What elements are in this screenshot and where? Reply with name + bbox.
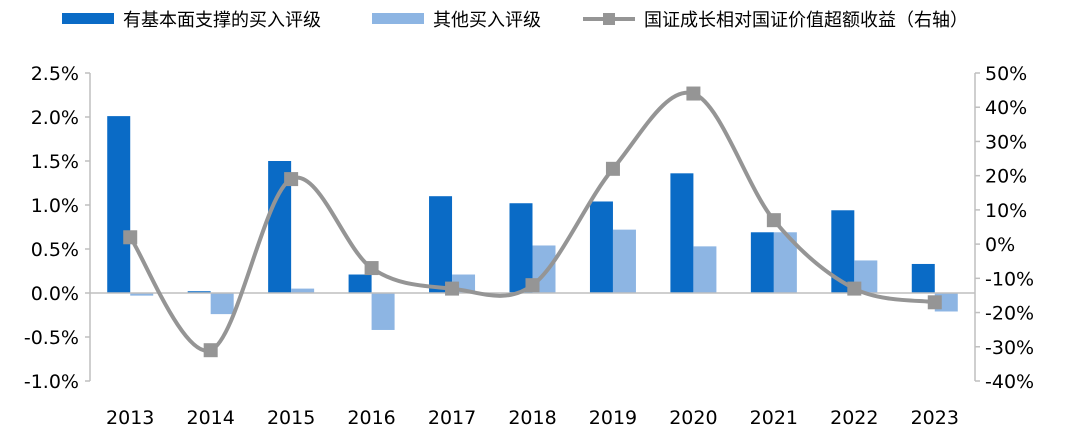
bar-other-buy-2020 (693, 246, 717, 293)
x-tick-label: 2023 (911, 407, 959, 429)
excess-return-marker-2018 (525, 278, 540, 293)
bar-fundamental-buy-2016 (348, 274, 372, 293)
x-tick-label: 2016 (347, 407, 395, 429)
bar-other-buy-2014 (210, 293, 234, 315)
legend-label-other-buy: 其他买入评级 (433, 10, 541, 31)
x-tick-label: 2014 (187, 407, 235, 429)
right-tick-label: 40% (985, 97, 1027, 119)
bar-fundamental-buy-2022 (831, 210, 855, 293)
bar-other-buy-2021 (773, 232, 797, 293)
x-tick-label: 2018 (508, 407, 556, 429)
bar-other-buy-2013 (130, 293, 154, 296)
x-tick-label: 2022 (830, 407, 878, 429)
bar-fundamental-buy-2017 (429, 196, 453, 293)
bar-fundamental-buy-2015 (268, 161, 292, 293)
left-tick-label: 1.0% (31, 195, 79, 217)
bar-fundamental-buy-2019 (589, 201, 613, 293)
right-tick-label: -10% (985, 268, 1034, 290)
excess-return-marker-2020 (686, 86, 701, 101)
excess-return-marker-2021 (766, 213, 781, 228)
excess-return-marker-2019 (605, 161, 620, 176)
excess-return-marker-2022 (847, 281, 862, 296)
bar-fundamental-buy-2013 (107, 116, 131, 294)
excess-return-marker-2014 (203, 343, 218, 358)
right-tick-label: 20% (985, 166, 1027, 188)
legend-swatch-other-buy (372, 13, 424, 24)
bar-other-buy-2019 (612, 229, 636, 293)
bar-other-buy-2016 (371, 293, 395, 330)
x-tick-label: 2017 (428, 407, 476, 429)
left-tick-label: 2.5% (31, 63, 79, 85)
excess-return-marker-2015 (284, 172, 299, 187)
left-tick-label: 1.5% (31, 151, 79, 173)
left-tick-label: 0.0% (31, 283, 79, 305)
x-tick-label: 2020 (669, 407, 717, 429)
legend-marker-excess-return (603, 13, 615, 25)
x-tick-label: 2019 (589, 407, 637, 429)
x-tick-label: 2021 (750, 407, 798, 429)
excess-return-marker-2013 (123, 230, 138, 245)
bar-other-buy-2015 (291, 288, 315, 293)
bar-fundamental-buy-2020 (670, 173, 694, 293)
right-tick-label: 50% (985, 63, 1027, 85)
left-tick-label: -0.5% (24, 327, 79, 349)
right-tick-label: -40% (985, 371, 1034, 393)
legend-label-fundamental-buy: 有基本面支撑的买入评级 (123, 10, 321, 31)
legend-label-excess-return: 国证成长相对国证价值超额收益（右轴） (644, 10, 968, 31)
excess-return-marker-2017 (445, 281, 460, 296)
right-tick-label: -20% (985, 303, 1034, 325)
plot-area: 2.5% 2.0% 1.5% 1.0% 0.5% 0.0% -0.5% -1.0% 50% 40%… (24, 63, 1034, 429)
bar-fundamental-buy-2014 (187, 291, 211, 293)
right-tick-label: 30% (985, 131, 1027, 153)
excess-return-marker-2016 (364, 261, 379, 276)
x-tick-label: 2013 (106, 407, 154, 429)
legend-swatch-fundamental-buy (62, 13, 114, 24)
excess-return-marker-2023 (927, 295, 942, 310)
legend: 有基本面支撑的买入评级 其他买入评级 国证成长相对国证价值超额收益（右轴） (62, 10, 968, 31)
right-tick-label: 10% (985, 200, 1027, 222)
bar-fundamental-buy-2023 (911, 263, 935, 293)
bar-fundamental-buy-2021 (750, 232, 774, 293)
bar-fundamental-buy-2018 (509, 203, 533, 293)
right-tick-label: 0% (985, 234, 1015, 256)
right-tick-label: -30% (985, 337, 1034, 359)
left-tick-label: -1.0% (24, 371, 79, 393)
left-tick-label: 2.0% (31, 107, 79, 129)
x-tick-label: 2015 (267, 407, 315, 429)
left-tick-label: 0.5% (31, 239, 79, 261)
